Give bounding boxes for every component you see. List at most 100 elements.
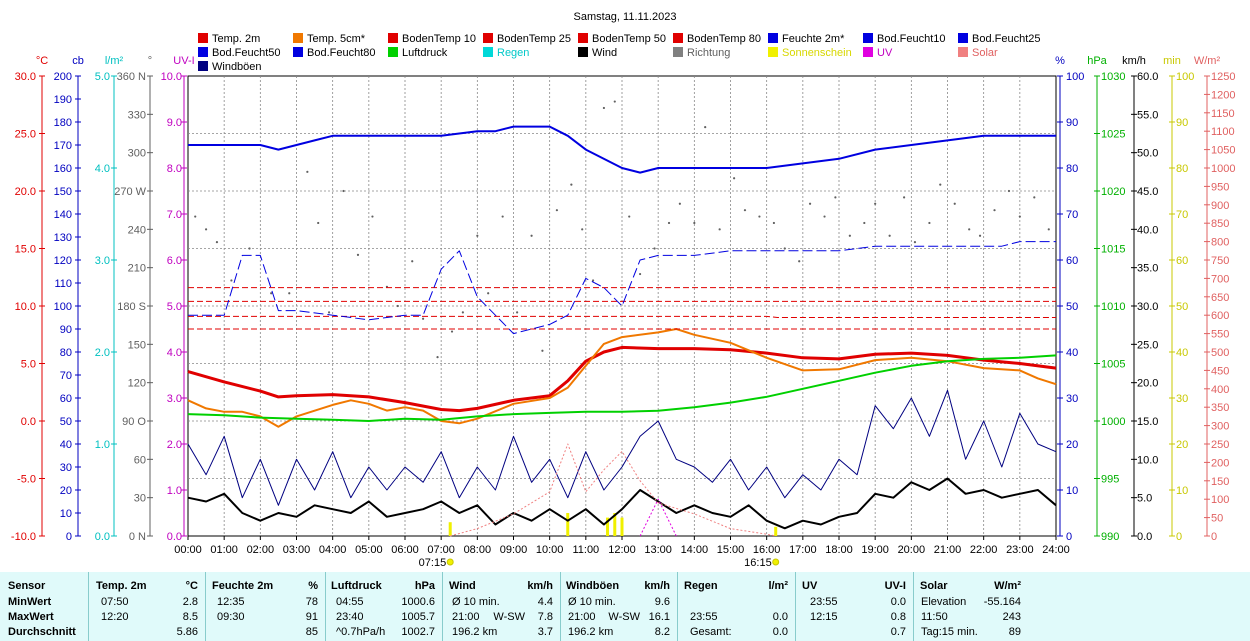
stats-header-temp-unit: °C: [185, 580, 198, 592]
wind-direction-point: [758, 215, 761, 218]
stats-gust-time: Ø 10 min.: [568, 596, 616, 608]
x-tick-label: 03:00: [283, 544, 311, 556]
legend-swatch-uv: [863, 47, 873, 57]
wind-direction-point: [306, 170, 309, 173]
wind-direction-point: [993, 209, 996, 212]
legend-label-bod-feucht80: Bod.Feucht80: [307, 47, 376, 59]
wind-direction-point: [288, 292, 291, 295]
wind-direction-point: [863, 221, 866, 225]
wind-direction-point: [602, 106, 606, 110]
wind-direction-point: [450, 330, 454, 333]
stats-press-time: 23:40: [336, 611, 364, 623]
axis-tick-label-dir: 330: [128, 109, 146, 121]
axis-tick-label-wind: 30.0: [1137, 301, 1158, 313]
axis-tick-label-press: 1025: [1101, 129, 1125, 141]
x-tick-label: 05:00: [355, 544, 383, 556]
stats-uv-value: 0.7: [890, 626, 906, 638]
axis-tick-label-hum: 10: [1066, 485, 1078, 497]
axis-tick-label-wind: 35.0: [1137, 263, 1158, 275]
wind-direction-point: [476, 234, 479, 237]
axis-tick-label-uv: 4.0: [167, 347, 182, 359]
axis-tick-label-cb: 90: [60, 324, 72, 336]
axis-tick-label-hum: 100: [1066, 71, 1084, 83]
legend-swatch-solar: [958, 47, 968, 57]
stats-uv-time: 23:55: [810, 596, 838, 608]
axis-tick-label-press: 1020: [1101, 186, 1125, 198]
axis-tick-label-wind: 15.0: [1137, 416, 1158, 428]
axis-tick-label-dir: 90 O: [122, 416, 146, 428]
axis-tick-label-cb: 30: [60, 462, 72, 474]
stats-rain-time: 23:55: [690, 611, 718, 623]
legend-label-regen: Regen: [497, 47, 529, 59]
series-line-luftdruck: [187, 354, 1057, 422]
axis-tick-label-solar: 350: [1211, 402, 1229, 414]
axis-tick-label-solar: 800: [1211, 237, 1229, 249]
stats-press-time: 04:55: [336, 596, 364, 608]
stats-solar-value: 243: [1002, 611, 1021, 623]
legend-label-bodentemp-10: BodenTemp 10: [402, 33, 476, 45]
legend-label-bod-feucht25: Bod.Feucht25: [972, 33, 1041, 45]
axis-tick-label-wind: 20.0: [1137, 378, 1158, 390]
axis-tick-label-solar: 50: [1211, 513, 1223, 525]
axis-tick-label-wind: 60.0: [1137, 71, 1158, 83]
axis-tick-label-rain: 4.0: [95, 163, 110, 175]
wind-direction-point: [570, 183, 573, 186]
axis-tick-label-solar: 250: [1211, 439, 1229, 451]
axis-unit-solar: W/m²: [1194, 55, 1221, 67]
wind-direction-point: [215, 241, 219, 244]
axis-unit-uv: UV-I: [173, 55, 194, 67]
x-tick-label: 12:00: [608, 544, 636, 556]
stats-header-temp: Temp. 2m: [96, 580, 147, 592]
axis-tick-label-temp: 15.0: [15, 244, 36, 256]
axis-tick-label-hum: 60: [1066, 255, 1078, 267]
x-tick-label: 02:00: [247, 544, 275, 556]
stats-separator: [205, 572, 206, 641]
x-tick-label: 20:00: [898, 544, 926, 556]
axis-tick-label-sun: 30: [1176, 393, 1188, 405]
sunshine-bar: [566, 513, 570, 536]
series-line-uv: [639, 498, 677, 537]
axis-tick-label-cb: 80: [60, 347, 72, 359]
stats-header-wind-unit: km/h: [527, 580, 553, 592]
legend-label-bod-feucht10: Bod.Feucht10: [877, 33, 946, 45]
stats-solar-value: -55.164: [983, 596, 1021, 608]
axis-tick-label-sun: 20: [1176, 439, 1188, 451]
axis-tick-label-sun: 10: [1176, 485, 1188, 497]
legend-label-bod-feucht50: Bod.Feucht50: [212, 47, 281, 59]
axis-tick-label-rain: 3.0: [95, 255, 110, 267]
wind-direction-point: [834, 196, 837, 199]
axis-tick-label-solar: 1050: [1211, 145, 1235, 157]
wind-direction-point: [541, 349, 544, 352]
wind-direction-point: [487, 292, 490, 295]
axis-tick-label-solar: 400: [1211, 384, 1229, 396]
stats-row-label: MaxWert: [8, 611, 54, 623]
wind-direction-point: [411, 260, 414, 263]
x-tick-label: 13:00: [644, 544, 672, 556]
stats-solar-value: 89: [1008, 626, 1021, 638]
axis-tick-label-cb: 130: [54, 232, 72, 244]
x-tick-label: 07:00: [427, 544, 455, 556]
axis-tick-label-uv: 2.0: [167, 439, 182, 451]
x-tick-label: 11:00: [572, 544, 599, 556]
axis-tick-label-temp: 25.0: [15, 129, 36, 141]
stats-header-hum: Feuchte 2m: [212, 580, 274, 592]
stats-gust-dir: W-SW: [608, 611, 640, 623]
axis-tick-label-cb: 50: [60, 416, 72, 428]
stats-row-label: Durchschnitt: [8, 626, 76, 638]
axis-tick-label-solar: 750: [1211, 255, 1229, 267]
stats-separator: [795, 572, 796, 641]
wind-direction-point: [461, 311, 464, 314]
legend-swatch-wind: [578, 47, 588, 57]
axis-tick-label-dir: 180 S: [117, 301, 146, 313]
axis-tick-label-solar: 300: [1211, 421, 1229, 433]
axis-tick-label-wind: 50.0: [1137, 148, 1158, 160]
axis-tick-label-cb: 0: [66, 531, 72, 543]
axis-tick-label-uv: 7.0: [167, 209, 182, 221]
axis-tick-label-rain: 1.0: [95, 439, 110, 451]
stats-wind-time: Ø 10 min.: [452, 596, 500, 608]
legend-swatch-bod-feucht25: [958, 33, 968, 43]
axis-tick-label-dir: 300: [128, 148, 146, 160]
stats-separator: [677, 572, 678, 641]
axis-tick-label-hum: 70: [1066, 209, 1078, 221]
